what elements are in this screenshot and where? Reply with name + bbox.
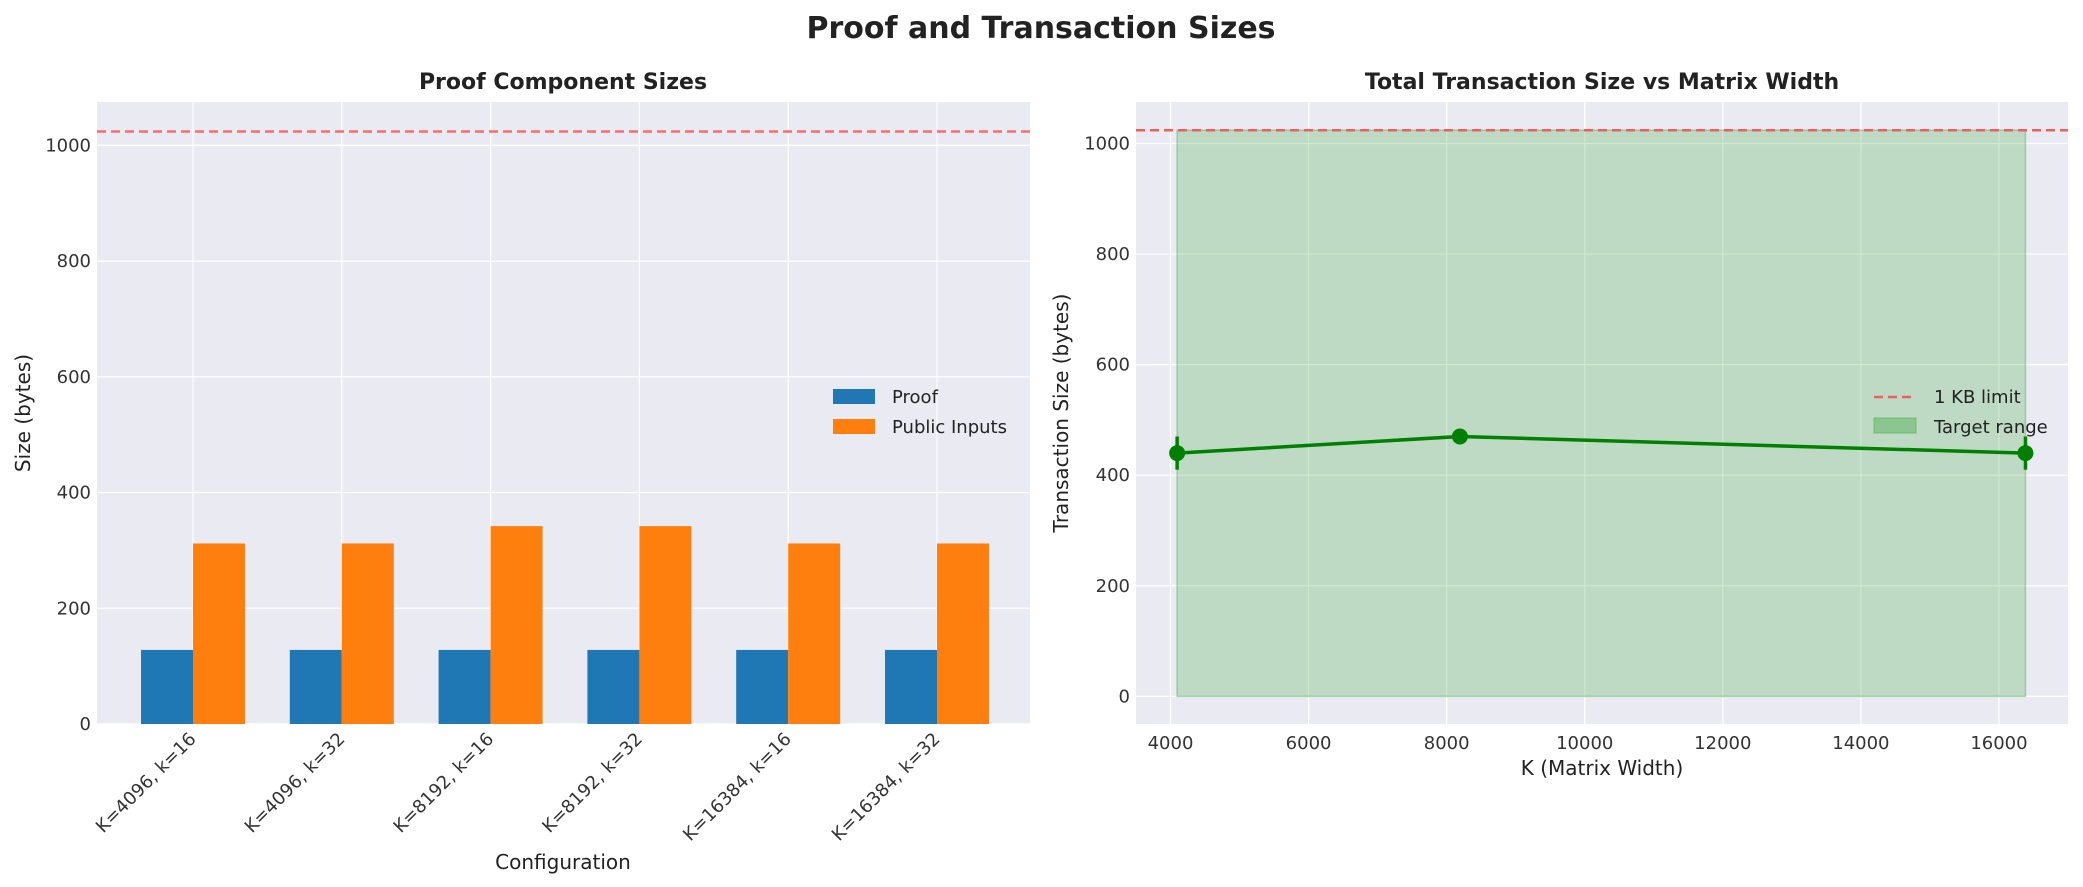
bar-chart-x-ticks: K=4096, k=16 K=4096, k=32 K=8192, k=16 K=81…: [92, 729, 945, 846]
bar-public-inputs: [341, 543, 394, 724]
x-tick-label: 6000: [1286, 733, 1332, 754]
line-chart-grid: [1136, 102, 2068, 724]
legend-label-proof: Proof: [892, 387, 939, 408]
y-tick-label: 400: [1096, 465, 1130, 486]
line-chart-panel: 0 200 400 600 800 1000 4000 6000 8000 10000 12000…: [1049, 70, 2068, 780]
data-point: [2017, 445, 2034, 462]
x-tick-label: 16000: [1970, 733, 2027, 754]
bar-proof: [587, 649, 640, 724]
x-tick-label: K=8192, k=32: [538, 729, 647, 838]
x-tick-label: K=4096, k=32: [241, 729, 350, 838]
y-tick-label: 0: [1119, 686, 1130, 707]
bar-public-inputs: [788, 543, 841, 724]
y-tick-label: 200: [1096, 576, 1130, 597]
line-chart-series: [1169, 428, 2034, 470]
bar-proof: [438, 649, 491, 724]
bar-chart-legend: Proof Public Inputs: [833, 387, 1007, 438]
bar-chart-bars: [141, 526, 989, 724]
bar-public-inputs: [193, 543, 245, 724]
bar-proof: [736, 649, 789, 724]
bar-chart-y-ticks: 0 200 400 600 800 1000: [45, 135, 91, 735]
legend-label-public-inputs: Public Inputs: [892, 417, 1007, 438]
line-chart-title: Total Transaction Size vs Matrix Width: [1365, 70, 1839, 95]
x-tick-label: 14000: [1832, 733, 1889, 754]
y-tick-label: 800: [1096, 244, 1130, 265]
y-tick-label: 1000: [45, 135, 91, 156]
legend-label-1kb-limit: 1 KB limit: [1934, 387, 2021, 408]
bar-proof: [289, 649, 342, 724]
bar-public-inputs: [639, 526, 692, 724]
bar-chart-plot-area: [97, 102, 1030, 724]
x-tick-label: 10000: [1556, 733, 1613, 754]
y-tick-label: 200: [57, 598, 91, 619]
line-chart-plot-area: [1136, 102, 2068, 724]
y-tick-label: 0: [80, 714, 91, 735]
y-tick-label: 600: [1096, 355, 1130, 376]
line-chart-y-axis-label: Transaction Size (bytes): [1049, 294, 1073, 534]
legend-swatch-target-range: [1873, 417, 1917, 434]
line-chart-legend: 1 KB limit Target range: [1873, 387, 2048, 438]
bar-chart-title: Proof Component Sizes: [419, 70, 707, 95]
data-point: [1169, 445, 1186, 462]
legend-label-target-range: Target range: [1933, 417, 2048, 438]
x-tick-label: 12000: [1694, 733, 1751, 754]
bar-chart-y-axis-label: Size (bytes): [11, 354, 35, 472]
x-tick-label: 4000: [1148, 733, 1194, 754]
target-range-region: [1176, 129, 2027, 698]
line-chart-y-ticks: 0 200 400 600 800 1000: [1084, 133, 1130, 707]
bar-chart-x-axis-label: Configuration: [495, 850, 631, 874]
x-tick-label: K=8192, k=16: [390, 729, 499, 838]
bar-public-inputs: [937, 543, 989, 724]
x-tick-label: K=16384, k=16: [679, 729, 796, 846]
x-tick-label: K=4096, k=16: [92, 729, 201, 838]
y-tick-label: 800: [57, 251, 91, 272]
y-tick-label: 400: [57, 483, 91, 504]
line-chart-x-axis-label: K (Matrix Width): [1521, 756, 1684, 780]
legend-swatch-public-inputs: [833, 419, 875, 434]
y-tick-label: 600: [57, 367, 91, 388]
legend-swatch-proof: [833, 389, 875, 404]
x-tick-label: K=16384, k=32: [828, 729, 945, 846]
y-tick-label: 1000: [1084, 133, 1130, 154]
figure-title: Proof and Transaction Sizes: [806, 11, 1275, 46]
line-chart-x-ticks: 4000 6000 8000 10000 12000 14000 16000: [1148, 733, 2028, 754]
bar-public-inputs: [490, 526, 543, 724]
x-tick-label: 8000: [1424, 733, 1470, 754]
line-chart-target-range: [1176, 129, 2027, 698]
data-point: [1451, 428, 1468, 445]
bar-proof: [885, 649, 937, 724]
bar-proof: [141, 649, 193, 724]
